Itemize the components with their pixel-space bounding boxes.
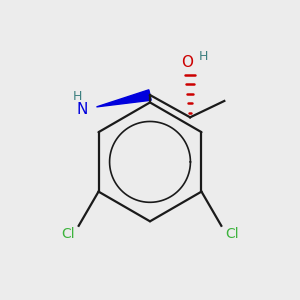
Text: H: H <box>73 90 82 103</box>
Text: H: H <box>199 50 208 63</box>
Polygon shape <box>97 90 151 107</box>
Text: Cl: Cl <box>225 227 238 241</box>
Text: O: O <box>181 55 193 70</box>
Text: N: N <box>76 102 88 117</box>
Text: Cl: Cl <box>61 227 75 241</box>
